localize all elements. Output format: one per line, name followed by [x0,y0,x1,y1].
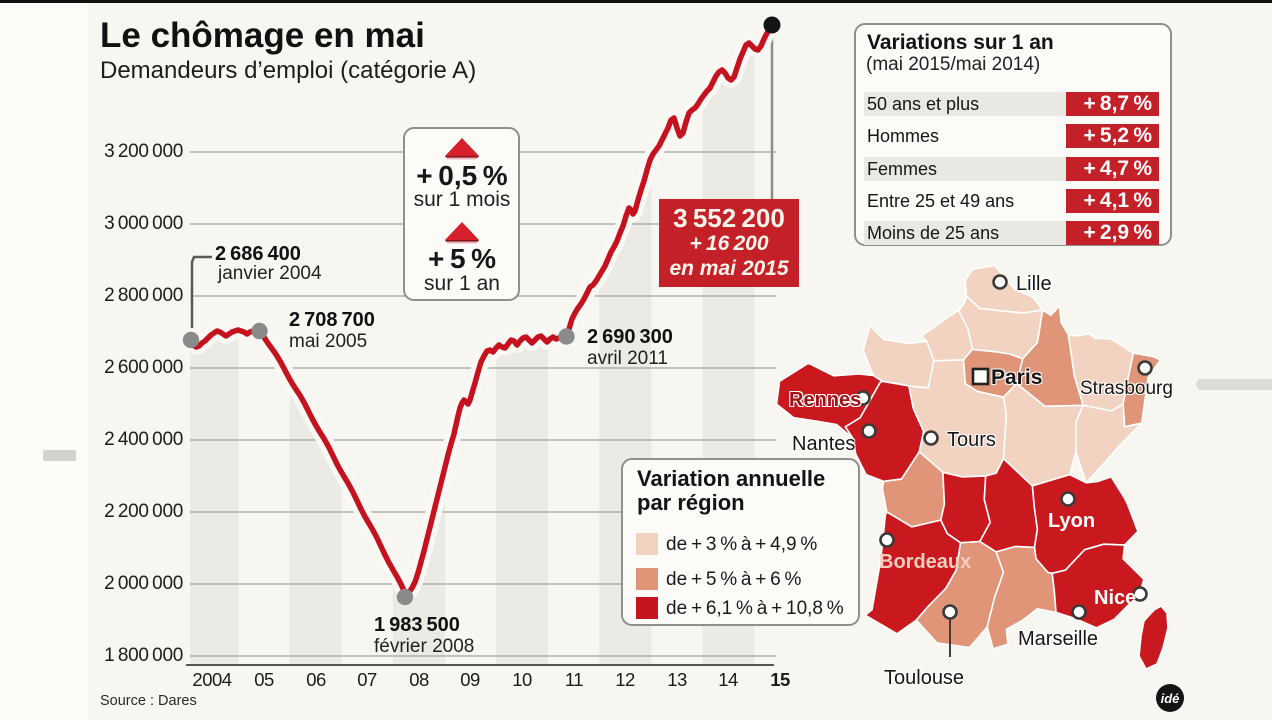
svg-text:idé: idé [1161,691,1180,706]
